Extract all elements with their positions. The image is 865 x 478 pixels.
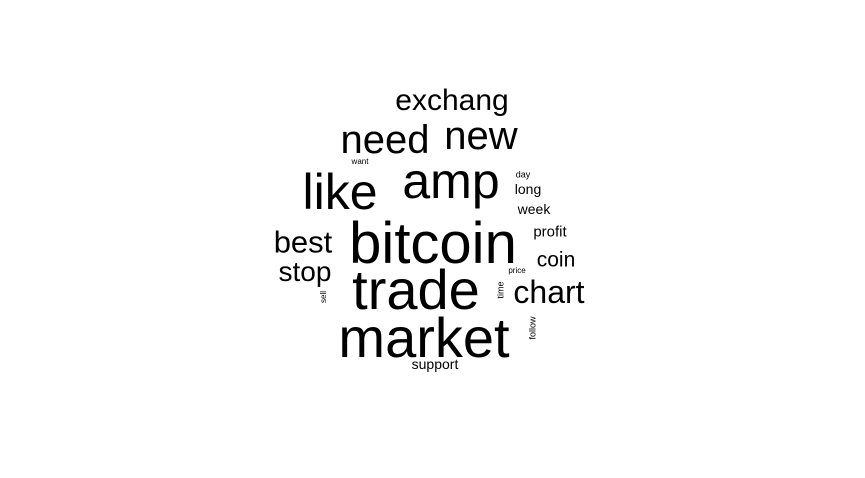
- word-chart: chart: [513, 274, 585, 310]
- word-time: time: [495, 281, 506, 299]
- word-amp: amp: [402, 153, 500, 209]
- word-new: new: [444, 114, 518, 158]
- word-day: day: [515, 169, 531, 180]
- word-coin: coin: [536, 248, 576, 272]
- word-support: support: [411, 356, 459, 372]
- word-stop: stop: [278, 256, 332, 287]
- word-week: week: [517, 201, 551, 217]
- word-bitcoin: bitcoin: [349, 211, 517, 276]
- word-follow: follow: [527, 316, 538, 340]
- word-like: like: [302, 164, 378, 220]
- word-exchang: exchang: [395, 84, 509, 117]
- word-want: want: [351, 157, 369, 166]
- word-sell: sell: [319, 290, 328, 304]
- word-best: best: [273, 224, 333, 260]
- word-profit: profit: [533, 223, 567, 241]
- word-long: long: [514, 181, 542, 197]
- word-price: price: [508, 266, 526, 275]
- word-market: market: [338, 306, 510, 369]
- word-trade: trade: [352, 258, 480, 321]
- word-need: need: [340, 118, 430, 162]
